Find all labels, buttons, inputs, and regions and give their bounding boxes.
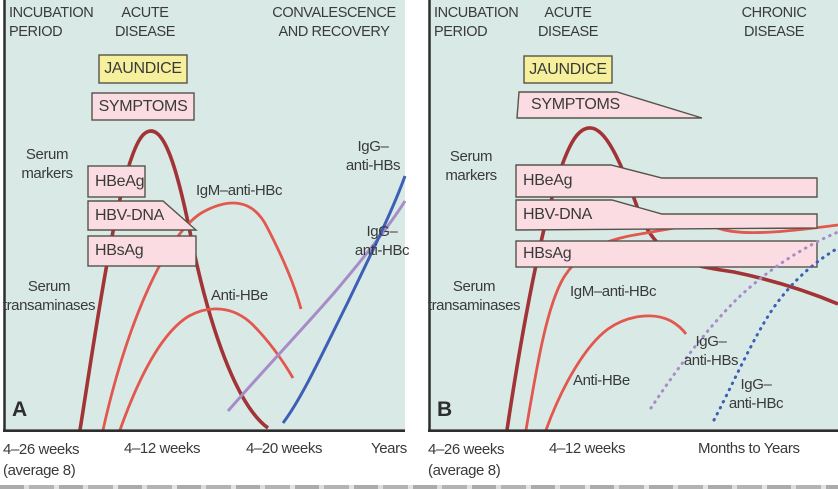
igg-anti-hbc-label-b: IgG– anti-HBc [723,375,789,413]
curve-serum-transaminases-a [78,129,270,431]
hbeag-box-b [515,164,818,198]
serum-markers-label-b: Serum markers [438,147,504,185]
igg-anti-hbs-line2: anti-HBs [345,157,401,174]
hbv-dna-label-a: HBV-DNA [95,207,165,224]
phase-label-acute-a: ACUTE DISEASE [100,4,190,42]
phase-acute-line1: ACUTE [121,5,169,21]
axis-tick-average-8: (average 8) [3,462,76,479]
igg-anti-hbc-b-line2: anti-HBc [728,395,784,412]
igg-anti-hbc-line1: IgG– [366,223,398,240]
panel-b-corner-label: B [437,398,453,421]
igg-anti-hbc-line2: anti-HBc [354,242,410,259]
serum-markers-line1: Serum [25,146,69,163]
igg-anti-hbs-line1: IgG– [357,138,389,155]
curve-igg-anti-hbs-a [281,175,407,424]
axis-tick-months-to-years-b: Months to Years [698,440,800,457]
igg-anti-hbs-b-line2: anti-HBs [683,352,739,369]
hbsag-box-b [515,240,818,268]
axis-tick-incubation-a: 4–26 weeks (average 8) [3,439,79,481]
hbv-dna-box-a [87,200,198,231]
hbeag-label-a: HBeAg [95,173,145,190]
serum-transaminases-line1: Serum [27,278,71,295]
phase-chronic-line1: CHRONIC [741,5,807,21]
igg-anti-hbs-b-line1: IgG– [695,333,727,350]
axis-tick-4-12-weeks-b: 4–12 weeks [549,440,626,457]
phase-label-incubation-b: INCUBATION PERIOD [434,4,519,42]
axis-tick-4-12-weeks-a: 4–12 weeks [124,440,201,457]
symptoms-label-a: SYMPTOMS [98,98,188,115]
hbeag-box-a [87,165,146,198]
curve-anti-hbe-b [544,314,688,431]
axis-tick-average-8-b: (average 8) [428,462,501,479]
phase-incubation-line2: PERIOD [9,24,63,40]
phase-chronic-line2: DISEASE [743,24,805,40]
serum-markers-label-a: Serum markers [14,145,80,183]
curve-igm-anti-hbc-b [524,223,838,431]
phase-incubation-b-line2: PERIOD [434,24,488,40]
panel-a-background [5,0,405,430]
curve-igg-anti-hbs-b-dotted [649,230,838,410]
phase-label-incubation-a: INCUBATION PERIOD [9,4,94,42]
axis-tick-4-26-weeks-b: 4–26 weeks [428,441,505,458]
axis-tick-incubation-b: 4–26 weeks (average 8) [428,439,504,481]
serum-transaminases-line2: transaminases [2,297,96,314]
igm-anti-hbc-label-b: IgM–anti-HBc [570,283,657,300]
phase-acute-b-line2: DISEASE [537,24,599,40]
igg-anti-hbs-label-b: IgG– anti-HBs [678,332,744,370]
serum-markers-b-line2: markers [445,167,497,184]
curve-anti-hbe-a [118,307,295,431]
jaundice-box-a [98,54,188,84]
symptoms-box-b [516,91,703,119]
igg-anti-hbc-label-a: IgG– anti-HBc [350,222,414,260]
axis-tick-4-20-weeks-a: 4–20 weeks [246,440,323,457]
serum-markers-line2: markers [21,165,73,182]
bottom-cutoff-strip [0,485,838,489]
anti-hbe-label-a: Anti-HBe [211,287,268,304]
phase-acute-b-line1: ACUTE [544,5,592,21]
phase-convalescence-line2: AND RECOVERY [278,24,390,40]
phase-acute-line2: DISEASE [114,24,176,40]
curve-igm-anti-hbc-a [101,201,303,431]
serum-transaminases-label-b: Serum transaminases [424,277,524,315]
hbv-dna-box-b [515,199,818,231]
hbeag-label-b: HBeAg [523,172,573,189]
hbv-dna-label-b: HBV-DNA [523,206,593,223]
curve-igg-anti-hbc-a [226,200,407,412]
axis-tick-4-26-weeks: 4–26 weeks [3,441,80,458]
jaundice-label-a: JAUNDICE [104,60,182,77]
phase-label-acute-b: ACUTE DISEASE [522,4,614,42]
phase-label-chronic-b: CHRONIC DISEASE [726,4,822,42]
igg-anti-hbs-label-a: IgG– anti-HBs [340,137,406,175]
serum-markers-b-line1: Serum [449,148,493,165]
serum-transaminases-b-line2: transaminases [427,297,521,314]
serum-transaminases-b-line1: Serum [452,278,496,295]
axis-tick-years-a: Years [371,440,407,457]
panel-a-corner-label: A [12,398,28,421]
hbsag-label-a: HBsAg [95,242,144,259]
serum-transaminases-label-a: Serum transaminases [0,277,98,315]
phase-convalescence-line1: CONVALESCENCE [272,5,396,21]
igm-anti-hbc-label-a: IgM–anti-HBc [196,182,283,199]
phase-label-convalescence-a: CONVALESCENCE AND RECOVERY [258,4,410,42]
phase-incubation-line1: INCUBATION [9,5,94,21]
symptoms-box-a [91,92,195,121]
jaundice-label-b: JAUNDICE [529,61,607,78]
igg-anti-hbc-b-line1: IgG– [740,376,772,393]
hbsag-label-b: HBsAg [523,245,572,262]
anti-hbe-label-b: Anti-HBe [573,372,630,389]
phase-incubation-b-line1: INCUBATION [434,5,519,21]
jaundice-box-b [523,55,613,84]
hbsag-box-a [87,235,197,267]
symptoms-label-b: SYMPTOMS [531,96,620,113]
curve-igg-anti-hbc-b-dotted [712,246,838,422]
